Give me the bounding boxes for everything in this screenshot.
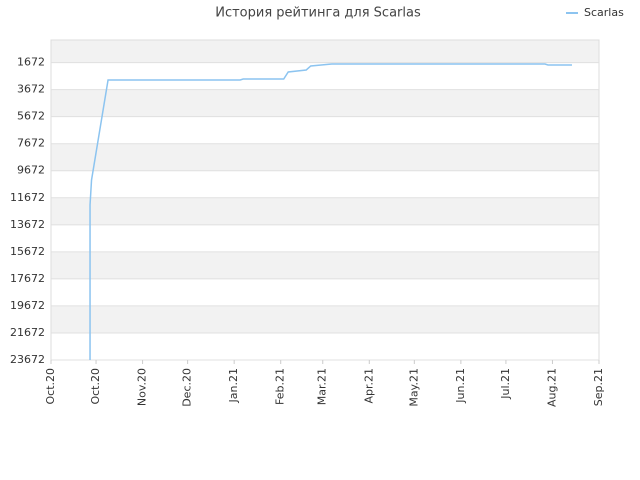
plot-band [51,40,599,63]
x-tick-label: May.21 [407,368,420,407]
y-tick-label: 23672 [10,353,45,366]
y-tick-label: 21672 [10,326,45,339]
plot-band [51,251,599,279]
y-tick-label: 7672 [17,137,45,150]
plot-band [51,143,599,171]
y-tick-label: 5672 [17,110,45,123]
x-tick-label: Jun.21 [454,368,467,404]
x-tick-label: Jul.21 [499,368,512,400]
plot-band [51,197,599,225]
y-tick-label: 13672 [10,218,45,231]
x-tick-label: Aug.21 [545,368,558,407]
plot-band [51,89,599,117]
y-tick-label: 9672 [17,164,45,177]
y-tick-label: 17672 [10,272,45,285]
plot-band [51,305,599,333]
y-tick-label: 19672 [10,299,45,312]
x-tick-label: Apr.21 [362,368,375,404]
y-tick-label: 3672 [17,83,45,96]
series-line [89,63,572,360]
y-tick-label: 15672 [10,245,45,258]
y-tick-label: 1672 [17,56,45,69]
y-tick-label: 11672 [10,191,45,204]
x-tick-label: Jan.21 [227,368,240,403]
chart-title: История рейтинга для Scarlas [215,6,421,21]
x-tick-label: Sep.21 [592,368,605,406]
x-tick-label: Feb.21 [274,368,287,405]
x-tick-label: Oct.20 [44,368,57,405]
x-tick-label: Mar.21 [316,368,329,405]
x-tick-label: Nov.20 [136,368,149,406]
x-tick-label: Oct.20 [89,368,102,405]
x-tick-label: Dec.20 [181,368,194,407]
legend-label: Scarlas [584,6,624,19]
